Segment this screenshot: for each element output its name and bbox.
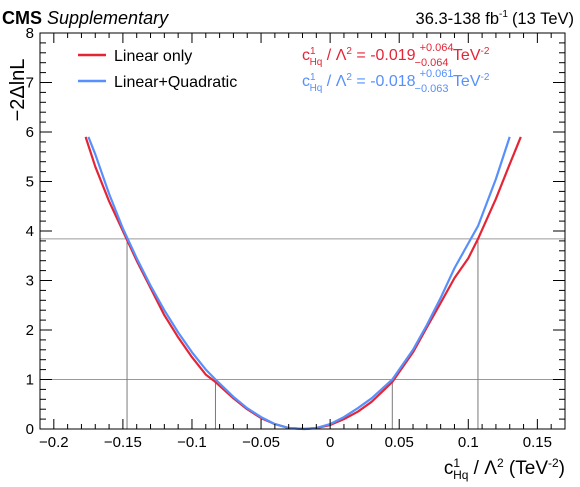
y-tick-label: 0: [26, 421, 34, 438]
y-tick-label: 6: [26, 124, 34, 141]
x-tick-label: 0.1: [458, 434, 479, 451]
lumi-exponent: -1: [499, 9, 508, 20]
result-quadratic: c1 Hq / Λ2 = -0.018 +0.061 −0.063 TeV-2: [302, 68, 490, 95]
result-linear-up: +0.064: [420, 42, 454, 54]
y-tick-label: 1: [26, 372, 34, 389]
y-tick-label: 2: [26, 322, 34, 339]
x-tick-label: −0.1: [177, 434, 207, 451]
cms-label: CMS: [2, 8, 42, 28]
lumi-header: 36.3-138 fb-1 (13 TeV): [416, 9, 574, 28]
y-axis-title: −2ΔlnL: [7, 59, 29, 122]
result-quadratic-up: +0.061: [420, 68, 454, 80]
energy-label: (13 TeV): [512, 10, 574, 28]
legend: Linear only Linear+Quadratic: [78, 48, 237, 91]
result-linear-down: −0.064: [415, 57, 449, 69]
x-tick-label: −0.2: [39, 434, 69, 451]
curve-linear-quadratic: [87, 136, 511, 431]
curve-layer: [84, 136, 522, 431]
supplementary-label: Supplementary: [47, 8, 169, 28]
result-linear-value: -0.019: [370, 47, 415, 64]
y-tick-label: 3: [26, 273, 34, 290]
result-quadratic-down: −0.063: [415, 83, 449, 95]
legend-label-quadratic: Linear+Quadratic: [114, 74, 237, 91]
y-tick-label: 7: [26, 75, 34, 92]
curve-linear-only: [84, 136, 522, 431]
x-tick-label: 0.05: [385, 434, 414, 451]
y-tick-label: 5: [26, 174, 34, 191]
x-axis-title: c1 Hq / Λ2 (TeV-2): [444, 456, 565, 482]
threshold-layer: [40, 238, 565, 429]
plot-frame: [39, 32, 566, 430]
result-quadratic-value: -0.018: [370, 73, 415, 90]
x-tick-label: 0: [326, 434, 334, 451]
legend-label-linear: Linear only: [114, 48, 192, 65]
x-tick-label: 0.15: [523, 434, 552, 451]
cms-header: CMS Supplementary: [2, 8, 169, 28]
result-linear: c1 Hq / Λ2 = -0.019 +0.064 −0.064 TeV-2: [302, 42, 490, 69]
lumi-range: 36.3-138 fb: [416, 10, 499, 28]
tick-layer: −0.2 −0.15 −0.1 −0.05 0 0.05 0.1 0.15 0 1 2 3 4 5 6 7 8: [26, 25, 566, 451]
x-tick-label: −0.15: [104, 434, 142, 451]
x-tick-label: −0.05: [242, 434, 280, 451]
y-tick-label: 4: [26, 223, 34, 240]
y-tick-label: 8: [26, 25, 34, 42]
